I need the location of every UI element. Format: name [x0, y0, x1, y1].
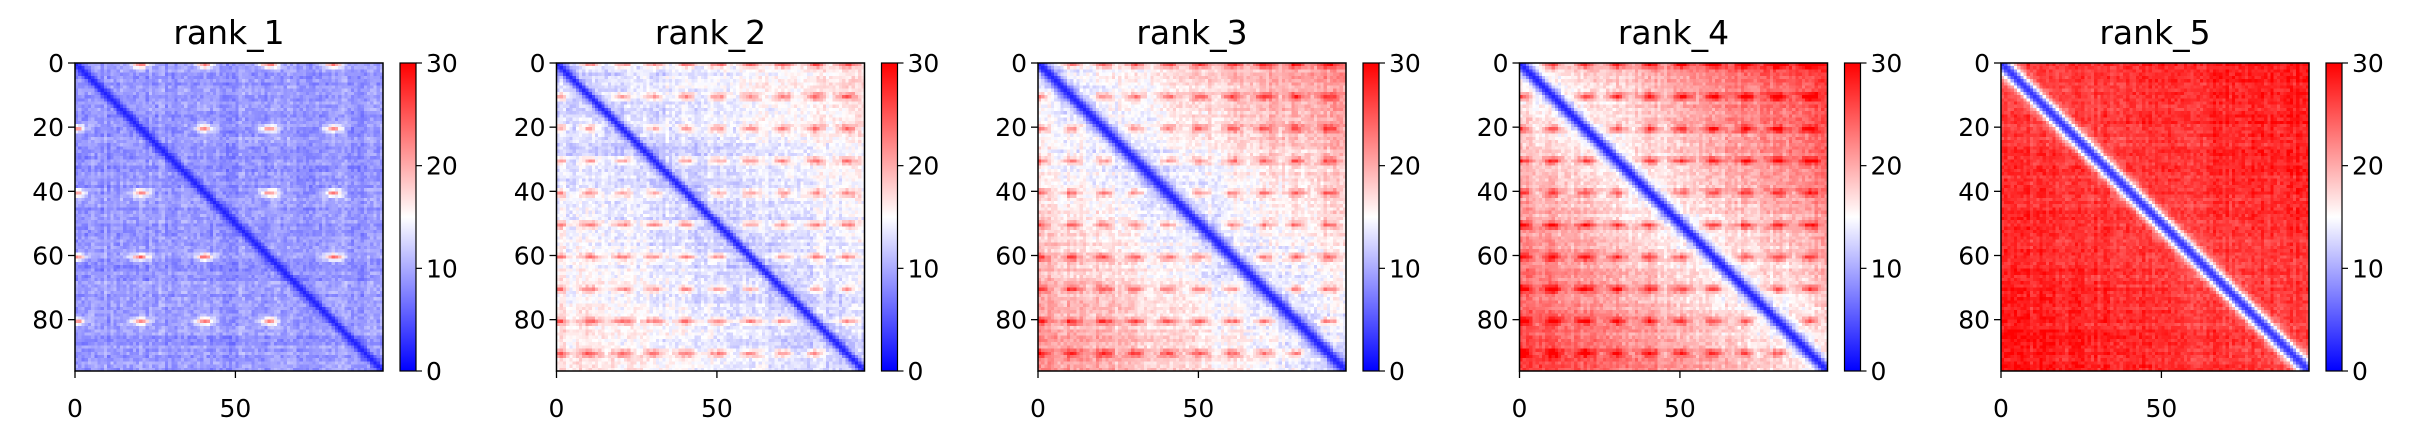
y-tick-label: 0	[48, 49, 64, 78]
heatmap-image	[75, 63, 383, 371]
y-tick-label: 60	[1958, 242, 1990, 271]
y-tick-label: 20	[514, 113, 546, 142]
x-tick-label: 50	[220, 394, 252, 423]
panel-rank_5: rank_5 0 20 40 60 80 0 50 0 10 20 30	[1958, 13, 2384, 423]
y-tick-label: 40	[1958, 177, 1990, 206]
panel-title: rank_3	[1136, 13, 1247, 52]
colorbar-tick-label: 20	[426, 152, 458, 181]
colorbar-tick-label: 20	[1871, 152, 1903, 181]
y-tick-label: 0	[530, 49, 546, 78]
colorbar-tick-label: 30	[2352, 49, 2384, 78]
x-tick-label: 0	[67, 394, 83, 423]
y-tick-label: 0	[1011, 49, 1027, 78]
colorbar-tick-label: 30	[426, 49, 458, 78]
x-tick-label: 0	[1512, 394, 1528, 423]
colorbar-tick-label: 20	[908, 152, 940, 181]
heatmap-image	[1038, 63, 1346, 371]
y-tick-label: 20	[1958, 113, 1990, 142]
colorbar	[1843, 62, 1862, 372]
panel-rank_3: rank_3 0 20 40 60 80 0 50 0 10 20 30	[995, 13, 1421, 423]
y-tick-label: 0	[1493, 49, 1509, 78]
y-tick-label: 40	[514, 177, 546, 206]
colorbar-tick-label: 30	[1871, 49, 1903, 78]
colorbar-tick-label: 20	[2352, 152, 2384, 181]
heatmap-image	[556, 63, 865, 371]
colorbar-tick-label: 30	[1389, 49, 1421, 78]
panel-rank_4: rank_4 0 20 40 60 80 0 50 0 10 20 30	[1477, 13, 1903, 423]
y-tick-label: 80	[32, 306, 64, 335]
panel-rank_1: rank_1 0 20 40 60 80 0 50 0 10 20 30	[32, 13, 458, 423]
y-tick-label: 60	[1477, 242, 1509, 271]
colorbar-tick-label: 10	[426, 254, 458, 283]
panel-rank_2: rank_2 0 20 40 60 80 0 50 0 10 20 30	[514, 13, 940, 423]
x-tick-label: 50	[701, 394, 733, 423]
colorbar-tick-label: 0	[1389, 357, 1405, 386]
heatmap-frame	[1518, 62, 1829, 372]
heatmap-image	[1519, 63, 1828, 371]
x-tick-label: 50	[2146, 394, 2178, 423]
colorbar	[1362, 62, 1380, 372]
x-tick-label: 0	[549, 394, 565, 423]
x-tick-label: 0	[1030, 394, 1046, 423]
colorbar	[399, 62, 417, 372]
y-tick-label: 40	[32, 177, 64, 206]
y-tick-label: 60	[32, 242, 64, 271]
x-tick-label: 50	[1664, 394, 1696, 423]
y-tick-label: 0	[1974, 49, 1990, 78]
x-tick-label: 50	[1183, 394, 1215, 423]
y-tick-label: 60	[995, 242, 1027, 271]
heatmap-frame	[74, 62, 384, 372]
y-tick-label: 80	[1958, 306, 1990, 335]
heatmap-frame	[1037, 62, 1347, 372]
y-tick-label: 20	[32, 113, 64, 142]
y-tick-label: 80	[514, 306, 546, 335]
x-tick-label: 0	[1993, 394, 2009, 423]
colorbar-tick-label: 10	[1389, 254, 1421, 283]
y-tick-label: 20	[1477, 113, 1509, 142]
colorbar-tick-label: 10	[1871, 254, 1903, 283]
colorbar-tick-label: 10	[908, 254, 940, 283]
panel-title: rank_2	[655, 13, 766, 52]
colorbar-tick-label: 0	[426, 357, 442, 386]
panel-title: rank_5	[2099, 13, 2210, 52]
y-tick-label: 40	[1477, 177, 1509, 206]
colorbar	[2325, 62, 2343, 372]
colorbar-tick-label: 10	[2352, 254, 2384, 283]
colorbar-tick-label: 0	[908, 357, 924, 386]
y-tick-label: 80	[995, 306, 1027, 335]
colorbar	[880, 62, 899, 372]
heatmap-frame	[555, 62, 866, 372]
y-tick-label: 60	[514, 242, 546, 271]
colorbar-tick-label: 0	[2352, 357, 2368, 386]
colorbar-tick-label: 30	[908, 49, 940, 78]
heatmap-frame	[2000, 62, 2310, 372]
y-tick-label: 40	[995, 177, 1027, 206]
heatmap-image	[2001, 63, 2309, 371]
colorbar-tick-label: 0	[1871, 357, 1887, 386]
colorbar-tick-label: 20	[1389, 152, 1421, 181]
panel-title: rank_1	[173, 13, 284, 52]
panel-title: rank_4	[1618, 13, 1729, 52]
y-tick-label: 80	[1477, 306, 1509, 335]
y-tick-label: 20	[995, 113, 1027, 142]
